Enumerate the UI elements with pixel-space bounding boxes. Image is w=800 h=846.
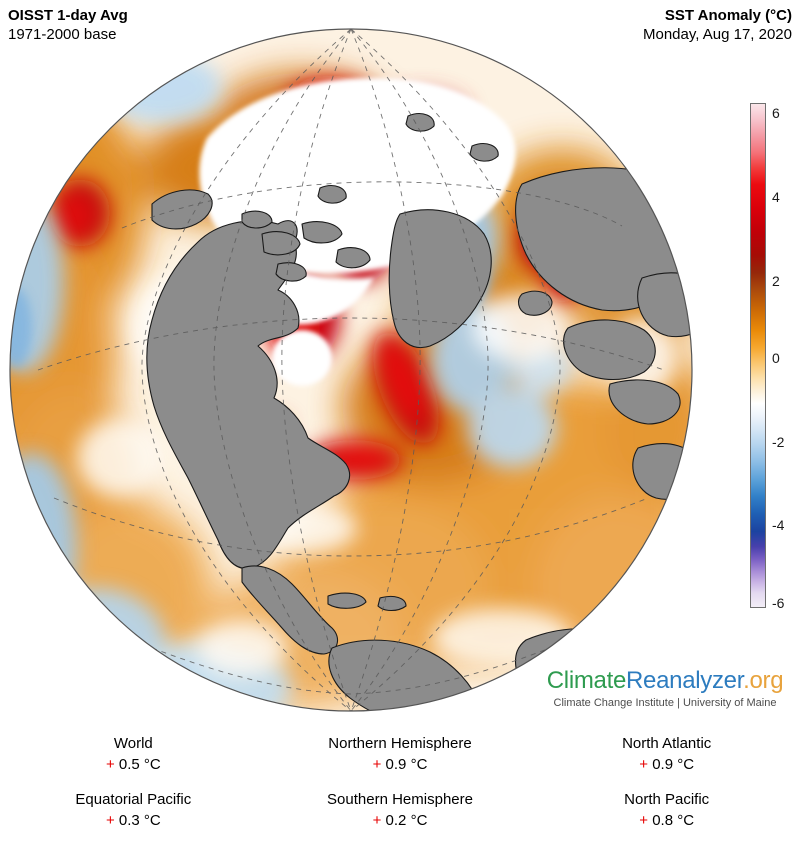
stat-value: + 0.9 °C	[267, 754, 534, 775]
variable-title: SST Anomaly (°C)	[664, 7, 792, 24]
stat-value: + 0.8 °C	[533, 810, 800, 831]
orthographic-globe	[9, 28, 693, 712]
stat-label: Equatorial Pacific	[75, 791, 192, 808]
globe-outline	[9, 28, 693, 712]
dataset-title: OISST 1-day Avg	[8, 7, 128, 24]
logo-part-climate: Climate	[546, 667, 627, 694]
stat-sign: +	[372, 756, 382, 773]
colorbar-tick-neg4: -4	[772, 517, 785, 533]
stat-value: + 0.5 °C	[0, 754, 267, 775]
stat-label: Northern Hemisphere	[328, 735, 472, 752]
stat-value: + 0.2 °C	[267, 810, 534, 831]
colorbar-tick-6: 6	[772, 105, 780, 121]
header-left: OISST 1-day Avg 1971-2000 base	[8, 6, 128, 44]
colorbar-tick-4: 4	[772, 189, 780, 205]
colorbar-tick-neg2: -2	[772, 434, 785, 450]
stat-number: 0.3 °C	[118, 812, 161, 829]
stat-label: North Pacific	[624, 791, 710, 808]
stat-number: 0.9 °C	[652, 756, 695, 773]
stat-value: + 0.9 °C	[533, 754, 800, 775]
stat-southern-hemisphere: Southern Hemisphere + 0.2 °C	[267, 789, 534, 831]
stat-sign: +	[105, 812, 115, 829]
stat-label: Southern Hemisphere	[327, 791, 473, 808]
logo-part-reanalyzer: Reanalyzer	[626, 667, 744, 694]
stat-north-pacific: North Pacific + 0.8 °C	[533, 789, 800, 831]
stat-number: 0.5 °C	[118, 756, 161, 773]
stat-number: 0.2 °C	[385, 812, 428, 829]
logo-wordmark: ClimateReanalyzer.org	[538, 668, 792, 694]
stats-row: World + 0.5 °C Northern Hemisphere + 0.9…	[0, 733, 800, 775]
stat-equatorial-pacific: Equatorial Pacific + 0.3 °C	[0, 789, 267, 831]
globe-map[interactable]	[2, 28, 700, 712]
stat-north-atlantic: North Atlantic + 0.9 °C	[533, 733, 800, 775]
header-right: SST Anomaly (°C) Monday, Aug 17, 2020	[643, 6, 792, 44]
region-statistics: World + 0.5 °C Northern Hemisphere + 0.9…	[0, 733, 800, 845]
colorbar-tick-neg6: -6	[772, 595, 785, 611]
stat-world: World + 0.5 °C	[0, 733, 267, 775]
stat-sign: +	[105, 756, 115, 773]
stat-sign: +	[639, 756, 649, 773]
logo-part-org: .org	[743, 667, 784, 694]
graticule	[37, 29, 665, 711]
baseline-subtitle: 1971-2000 base	[8, 26, 117, 43]
stat-sign: +	[372, 812, 382, 829]
colorbar	[750, 103, 766, 608]
stats-row: Equatorial Pacific + 0.3 °C Southern Hem…	[0, 789, 800, 831]
stat-label: World	[113, 735, 153, 752]
stat-value: + 0.3 °C	[0, 810, 267, 831]
climate-reanalyzer-logo[interactable]: ClimateReanalyzer.org Climate Change Ins…	[538, 668, 792, 710]
stat-number: 0.9 °C	[385, 756, 428, 773]
stat-sign: +	[639, 812, 649, 829]
stat-number: 0.8 °C	[652, 812, 695, 829]
date-subtitle: Monday, Aug 17, 2020	[642, 26, 792, 43]
stat-northern-hemisphere: Northern Hemisphere + 0.9 °C	[267, 733, 534, 775]
logo-subtitle: Climate Change Institute | University of…	[553, 697, 777, 709]
stat-label: North Atlantic	[622, 735, 712, 752]
colorbar-tick-2: 2	[772, 273, 780, 289]
colorbar-tick-0: 0	[772, 350, 780, 366]
